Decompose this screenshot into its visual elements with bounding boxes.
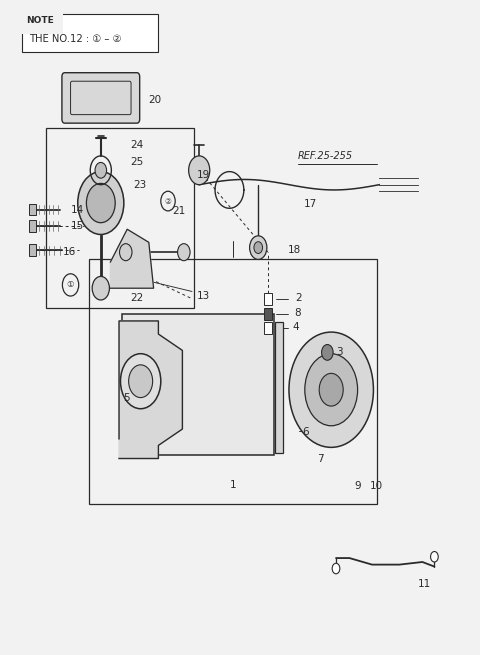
Text: 1: 1 [229, 479, 236, 490]
Text: 21: 21 [172, 206, 185, 216]
Text: 16: 16 [62, 247, 76, 257]
Text: 2: 2 [295, 293, 302, 303]
Circle shape [305, 354, 358, 426]
Text: 10: 10 [370, 481, 383, 491]
Text: 24: 24 [131, 140, 144, 151]
Bar [29, 244, 36, 256]
Circle shape [289, 332, 373, 447]
Text: 5: 5 [123, 392, 130, 403]
Text: 25: 25 [131, 157, 144, 167]
Text: 4: 4 [293, 322, 300, 333]
Text: 13: 13 [197, 291, 210, 301]
Circle shape [129, 365, 153, 398]
Bar [89, 259, 377, 504]
Circle shape [78, 172, 124, 234]
Bar [22, 14, 158, 52]
Circle shape [120, 244, 132, 261]
Bar [122, 314, 274, 455]
Bar [46, 128, 194, 308]
Text: 11: 11 [418, 579, 431, 590]
Bar [264, 293, 272, 305]
Text: 23: 23 [133, 179, 147, 190]
Circle shape [120, 354, 161, 409]
Polygon shape [110, 229, 154, 288]
Circle shape [92, 276, 109, 300]
Circle shape [95, 162, 107, 178]
Text: 20: 20 [148, 94, 161, 105]
Circle shape [431, 552, 438, 562]
Text: 7: 7 [317, 453, 324, 464]
Text: 17: 17 [304, 199, 317, 210]
Text: 14: 14 [71, 204, 84, 215]
Bar [264, 308, 272, 320]
Text: 3: 3 [336, 347, 343, 358]
Bar [264, 322, 272, 334]
Bar [29, 220, 36, 232]
Text: REF.25-255: REF.25-255 [298, 151, 353, 161]
Circle shape [322, 345, 333, 360]
Circle shape [189, 156, 210, 185]
Circle shape [332, 563, 340, 574]
Text: THE NO.12 : ① – ②: THE NO.12 : ① – ② [29, 34, 121, 44]
Text: ①: ① [67, 280, 74, 290]
Text: 9: 9 [354, 481, 361, 491]
Circle shape [319, 373, 343, 406]
Bar [29, 204, 36, 215]
Circle shape [86, 183, 115, 223]
Text: NOTE: NOTE [26, 16, 54, 25]
Bar [275, 322, 283, 453]
Circle shape [250, 236, 267, 259]
Text: 18: 18 [288, 245, 301, 255]
Text: 8: 8 [294, 308, 301, 318]
Circle shape [254, 242, 263, 253]
Polygon shape [119, 321, 182, 458]
FancyBboxPatch shape [62, 73, 140, 123]
Text: 6: 6 [302, 427, 309, 438]
Text: ②: ② [165, 196, 171, 206]
Text: 22: 22 [131, 293, 144, 303]
Text: 15: 15 [71, 221, 84, 231]
Text: 19: 19 [196, 170, 210, 180]
Circle shape [178, 244, 190, 261]
